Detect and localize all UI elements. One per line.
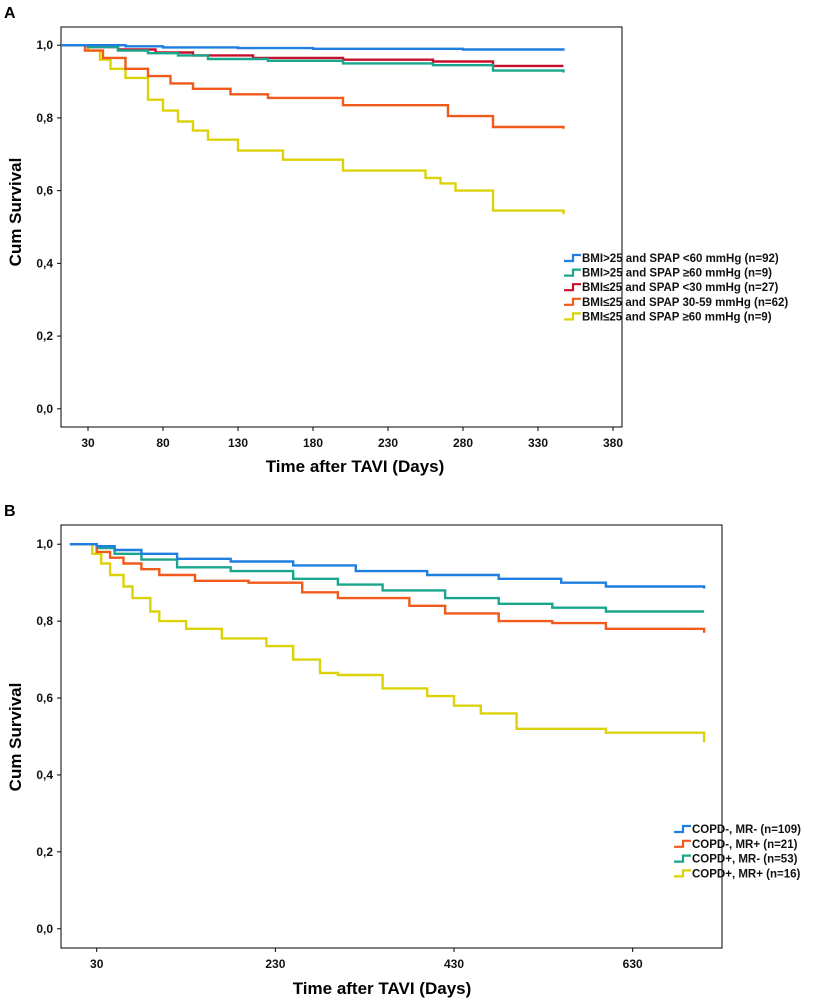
panel-a-x-tick-label: 30 (81, 436, 95, 450)
panel-a-survival-curve (61, 44, 565, 73)
panel-a-x-tick-label: 180 (303, 436, 323, 450)
panel-a-y-tick-label: 0,6 (36, 184, 53, 198)
panel-b-y-axis-title: Cum Survival (6, 683, 25, 792)
panel-b-label: B (4, 503, 16, 520)
panel-b-y-tick-label: 0,0 (36, 922, 53, 936)
panel-a-survival-curve (61, 44, 565, 215)
panel-a-survival-curve (61, 44, 565, 51)
panel-a-y-tick-label: 0,0 (36, 402, 53, 416)
panel-a-legend-swatch (564, 253, 581, 263)
panel-a-legend-label: BMI≤25 and SPAP <30 mmHg (n=27) (582, 282, 779, 294)
panel-a-legend-swatch (564, 268, 581, 277)
panel-b-survival-curve (69, 543, 705, 613)
panel-a-legend-swatch (564, 297, 581, 306)
panel-a-x-tick-label: 230 (378, 436, 398, 450)
panel-b-legend-label: COPD+, MR- (n=53) (692, 854, 798, 866)
panel-b-legend-swatch (674, 824, 691, 834)
panel-a-x-tick-label: 130 (228, 436, 248, 450)
panel-b-y-tick-label: 0,6 (36, 691, 53, 705)
panel-b-x-axis-title: Time after TAVI (Days) (293, 979, 472, 998)
panel-b-plot-frame (60, 524, 723, 949)
panel-b-x-tick-label: 30 (90, 957, 104, 971)
panel-a-x-tick-label: 380 (603, 436, 623, 450)
panel-a-y-tick-label: 1,0 (36, 38, 53, 52)
panel-b-survival-curve (69, 543, 706, 743)
panel-a-x-axis-title: Time after TAVI (Days) (266, 457, 445, 476)
panel-a-y-tick-label: 0,8 (36, 111, 53, 125)
panel-a-y-tick-label: 0,2 (36, 329, 53, 343)
panel-a-x-tick-label: 280 (453, 436, 473, 450)
panel-b-x-tick-label: 230 (265, 957, 285, 971)
panel-b-legend-label: COPD+, MR+ (n=16) (692, 868, 800, 880)
panel-b-legend-swatch (674, 839, 691, 848)
panel-b-y-tick-label: 1,0 (36, 537, 53, 551)
panel-a-y-tick-label: 0,4 (36, 256, 53, 270)
panel-b-y-tick-label: 0,4 (36, 768, 53, 782)
panel-a-legend-label: BMI>25 and SPAP <60 mmHg (n=92) (582, 253, 779, 265)
panel-a-x-tick-label: 80 (156, 436, 170, 450)
panel-a-legend-swatch (564, 312, 581, 321)
panel-a-plot-frame (60, 26, 623, 428)
panel-b-y-tick-label: 0,8 (36, 614, 53, 628)
panel-b-legend-label: COPD-, MR- (n=109) (692, 824, 801, 836)
panel-a-legend-label: BMI≤25 and SPAP 30-59 mmHg (n=62) (582, 297, 788, 309)
panel-b-legend-swatch (674, 854, 691, 863)
panel-a-legend-label: BMI≤25 and SPAP ≥60 mmHg (n=9) (582, 311, 772, 323)
panel-a-survival-curve (61, 44, 565, 129)
panel-a-legend-label: BMI>25 and SPAP ≥60 mmHg (n=9) (582, 268, 772, 280)
panel-b-x-tick-label: 630 (623, 957, 643, 971)
panel-a-chart: A Cum Survival Time after TAVI (Days) 0,… (4, 5, 788, 476)
panel-a-legend-swatch (564, 283, 581, 292)
panel-b-survival-curve (69, 543, 706, 589)
panel-b-y-tick-label: 0,2 (36, 845, 53, 859)
panel-b-legend-swatch (674, 869, 691, 878)
panel-b-legend-label: COPD-, MR+ (n=21) (692, 839, 798, 851)
panel-b-chart: B Cum Survival Time after TAVI (Days) 0,… (4, 503, 801, 998)
panel-a-x-tick-label: 330 (528, 436, 548, 450)
panel-a-label: A (4, 5, 16, 22)
panel-a-y-axis-title: Cum Survival (6, 158, 25, 267)
panel-b-survival-curve (69, 543, 706, 633)
panel-b-x-tick-label: 430 (444, 957, 464, 971)
